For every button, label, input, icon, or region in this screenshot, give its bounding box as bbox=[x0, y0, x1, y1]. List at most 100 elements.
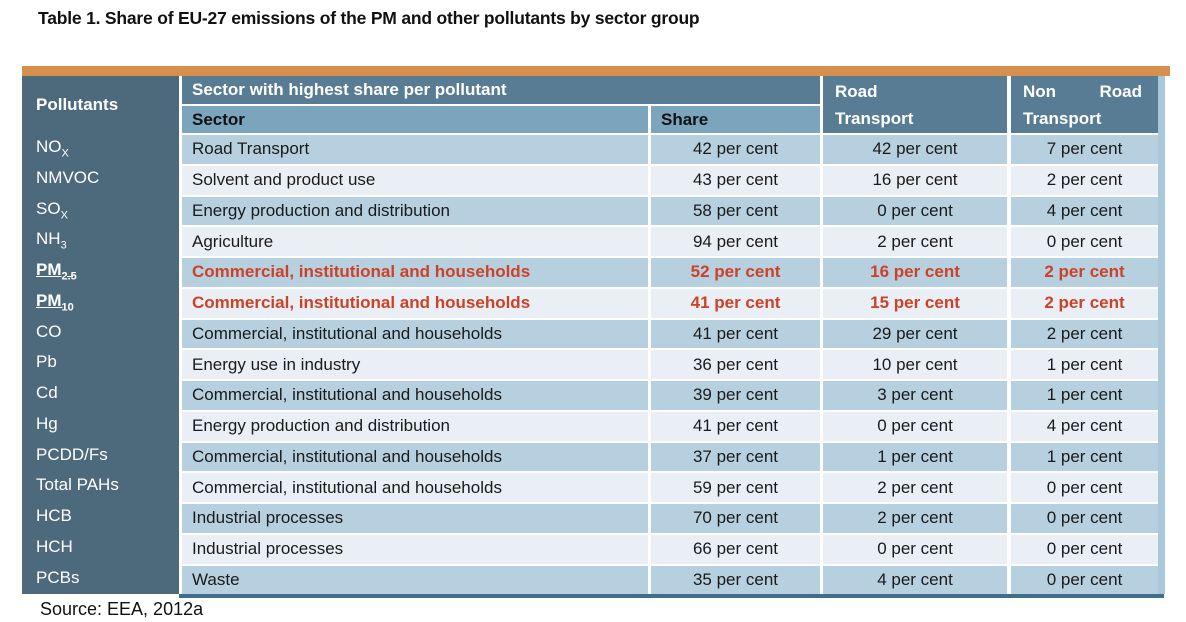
share-cell: 41 per cent bbox=[648, 286, 820, 318]
road-transport-cell: 3 per cent bbox=[820, 379, 1007, 410]
pollutant-label: SOX bbox=[22, 194, 179, 226]
nonroad-transport-cell: 0 per cent bbox=[1007, 471, 1158, 502]
share-cell: 41 per cent bbox=[648, 317, 820, 349]
road-transport-cell: 10 per cent bbox=[820, 348, 1007, 379]
header-nonroad-line2: Transport bbox=[1023, 109, 1102, 128]
road-transport-cell: 29 per cent bbox=[820, 317, 1007, 349]
pollutant-name: SO bbox=[36, 198, 61, 218]
share-cell: 70 per cent bbox=[648, 502, 820, 533]
road-transport-cell: 2 per cent bbox=[820, 471, 1007, 502]
pollutant-name: PCBs bbox=[36, 567, 80, 587]
share-cell: 59 per cent bbox=[648, 471, 820, 502]
sector-cell: Agriculture bbox=[179, 225, 648, 256]
pollutant-name: HCB bbox=[36, 506, 72, 526]
share-cell: 52 per cent bbox=[648, 256, 820, 287]
pollutant-label: HCH bbox=[22, 532, 179, 564]
pollutant-name: Total PAHs bbox=[36, 475, 119, 495]
share-cell: 66 per cent bbox=[648, 532, 820, 564]
nonroad-transport-cell: 2 per cent bbox=[1007, 317, 1158, 349]
sector-cell: Road Transport bbox=[179, 133, 648, 164]
share-cell: 39 per cent bbox=[648, 379, 820, 410]
nonroad-transport-cell: 2 per cent bbox=[1007, 286, 1158, 318]
sector-cell: Waste bbox=[179, 563, 648, 595]
nonroad-transport-cell: 0 per cent bbox=[1007, 225, 1158, 256]
road-transport-cell: 15 per cent bbox=[820, 286, 1007, 318]
road-transport-cell: 42 per cent bbox=[820, 133, 1007, 164]
pollutant-subscript: 3 bbox=[60, 239, 67, 252]
share-cell: 35 per cent bbox=[648, 563, 820, 595]
pollutant-label: NH3 bbox=[22, 225, 179, 256]
nonroad-transport-cell: 1 per cent bbox=[1007, 348, 1158, 379]
share-cell: 37 per cent bbox=[648, 440, 820, 472]
nonroad-transport-cell: 2 per cent bbox=[1007, 256, 1158, 287]
header-sector-group: Sector with highest share per pollutant bbox=[179, 76, 820, 104]
road-transport-cell: 2 per cent bbox=[820, 502, 1007, 533]
share-cell: 58 per cent bbox=[648, 194, 820, 226]
pollutant-name: CO bbox=[36, 321, 62, 341]
nonroad-transport-cell: 1 per cent bbox=[1007, 379, 1158, 410]
sector-cell: Commercial, institutional and households bbox=[179, 286, 648, 318]
pollutant-label: Hg bbox=[22, 409, 179, 441]
header-pollutants: Pollutants bbox=[22, 76, 179, 133]
sector-cell: Commercial, institutional and households bbox=[179, 256, 648, 287]
header-road-line2: Transport bbox=[835, 109, 914, 128]
road-transport-cell: 16 per cent bbox=[820, 256, 1007, 287]
nonroad-transport-cell: 1 per cent bbox=[1007, 440, 1158, 472]
sector-cell: Industrial processes bbox=[179, 532, 648, 564]
sector-cell: Energy production and distribution bbox=[179, 409, 648, 441]
header-nonroad-word2: Road bbox=[1099, 82, 1143, 101]
header-nonroad-transport: Non Road Transport bbox=[1007, 76, 1158, 133]
nonroad-transport-cell: 4 per cent bbox=[1007, 409, 1158, 441]
pollutant-subscript: 10 bbox=[61, 301, 74, 314]
pollutant-name: NO bbox=[36, 137, 62, 157]
header-nonroad-line1: Non Road bbox=[1023, 78, 1142, 105]
header-nonroad-word1: Non bbox=[1023, 82, 1057, 101]
pollutant-label: PM2.5 bbox=[22, 256, 179, 287]
share-cell: 41 per cent bbox=[648, 409, 820, 441]
road-transport-cell: 2 per cent bbox=[820, 225, 1007, 256]
pollutant-label: Cd bbox=[22, 379, 179, 410]
pollutant-label: NMVOC bbox=[22, 163, 179, 195]
pollutant-name: NH bbox=[36, 229, 61, 249]
table-bottom-border bbox=[179, 594, 1164, 598]
share-cell: 94 per cent bbox=[648, 225, 820, 256]
sector-cell: Industrial processes bbox=[179, 502, 648, 533]
pollutant-label: PM10 bbox=[22, 286, 179, 318]
sector-cell: Commercial, institutional and households bbox=[179, 379, 648, 410]
nonroad-transport-cell: 2 per cent bbox=[1007, 163, 1158, 195]
pollutant-name: Pb bbox=[36, 352, 57, 372]
pollutant-name: NMVOC bbox=[36, 167, 100, 187]
table-right-border bbox=[1158, 76, 1165, 594]
road-transport-cell: 0 per cent bbox=[820, 409, 1007, 441]
header-sector: Sector bbox=[179, 104, 648, 133]
pollutant-label: CO bbox=[22, 317, 179, 349]
pollutant-subscript: X bbox=[60, 209, 68, 222]
road-transport-cell: 1 per cent bbox=[820, 440, 1007, 472]
share-cell: 43 per cent bbox=[648, 163, 820, 195]
sector-cell: Commercial, institutional and households bbox=[179, 471, 648, 502]
source-note: Source: EEA, 2012a bbox=[40, 599, 204, 619]
pollutant-name: PCDD/Fs bbox=[36, 444, 108, 464]
pollutant-label: PCDD/Fs bbox=[22, 440, 179, 472]
header-road-line1: Road bbox=[835, 82, 878, 101]
sector-cell: Energy use in industry bbox=[179, 348, 648, 379]
pollutant-label: PCBs bbox=[22, 563, 179, 595]
road-transport-cell: 0 per cent bbox=[820, 532, 1007, 564]
pollutant-subscript: X bbox=[61, 147, 69, 160]
sector-cell: Commercial, institutional and households bbox=[179, 317, 648, 349]
road-transport-cell: 16 per cent bbox=[820, 163, 1007, 195]
nonroad-transport-cell: 7 per cent bbox=[1007, 133, 1158, 164]
road-transport-cell: 0 per cent bbox=[820, 194, 1007, 226]
share-cell: 42 per cent bbox=[648, 133, 820, 164]
sector-cell: Energy production and distribution bbox=[179, 194, 648, 226]
header-share: Share bbox=[648, 104, 820, 133]
share-cell: 36 per cent bbox=[648, 348, 820, 379]
table-caption: Table 1. Share of EU-27 emissions of the… bbox=[38, 8, 700, 28]
pollutant-name: PM bbox=[36, 290, 62, 310]
pollutant-name: HCH bbox=[36, 536, 73, 556]
nonroad-transport-cell: 4 per cent bbox=[1007, 194, 1158, 226]
pollutant-label: NOX bbox=[22, 133, 179, 164]
pollutant-name: PM bbox=[36, 260, 62, 280]
emissions-table: Pollutants Sector with highest share per… bbox=[22, 76, 1158, 595]
